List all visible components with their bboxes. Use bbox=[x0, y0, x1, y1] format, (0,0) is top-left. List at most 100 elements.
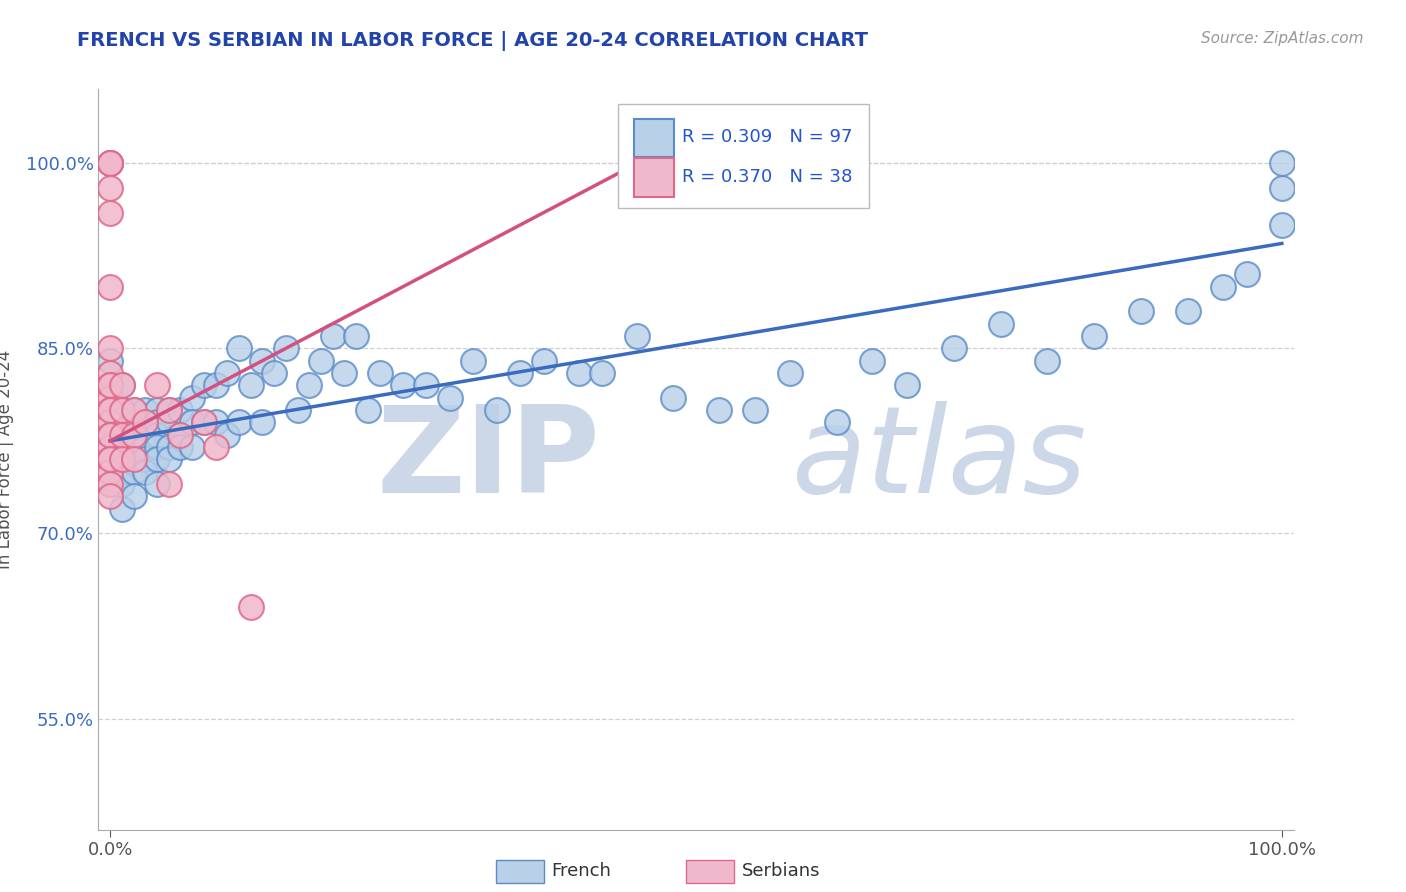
Point bbox=[122, 427, 145, 442]
Point bbox=[134, 427, 156, 442]
Point bbox=[98, 490, 121, 504]
Point bbox=[111, 403, 134, 417]
Point bbox=[98, 452, 121, 467]
Point bbox=[344, 329, 367, 343]
Point bbox=[122, 416, 145, 430]
FancyBboxPatch shape bbox=[634, 119, 675, 157]
Point bbox=[1036, 353, 1059, 368]
Point bbox=[98, 427, 121, 442]
Point bbox=[1271, 181, 1294, 195]
Point bbox=[98, 156, 121, 170]
Point bbox=[415, 378, 437, 392]
Point bbox=[111, 465, 134, 479]
Text: ZIP: ZIP bbox=[377, 401, 600, 518]
Point bbox=[204, 440, 226, 454]
Point bbox=[228, 342, 250, 356]
Point bbox=[309, 353, 332, 368]
Point bbox=[98, 279, 121, 293]
Point bbox=[98, 452, 121, 467]
Point bbox=[333, 366, 356, 380]
Point bbox=[744, 403, 766, 417]
FancyBboxPatch shape bbox=[619, 104, 869, 208]
Text: R = 0.370   N = 38: R = 0.370 N = 38 bbox=[682, 169, 852, 186]
Point bbox=[485, 403, 508, 417]
Point bbox=[111, 501, 134, 516]
Point bbox=[98, 156, 121, 170]
Point bbox=[157, 477, 180, 491]
Point bbox=[146, 416, 169, 430]
Point bbox=[239, 600, 262, 615]
Point bbox=[134, 452, 156, 467]
Point bbox=[322, 329, 344, 343]
Point bbox=[181, 440, 204, 454]
Point bbox=[661, 391, 683, 405]
Point bbox=[568, 366, 591, 380]
Point bbox=[217, 427, 239, 442]
Point bbox=[122, 490, 145, 504]
Point bbox=[181, 391, 204, 405]
Point bbox=[509, 366, 531, 380]
Point bbox=[252, 353, 274, 368]
Point bbox=[1212, 279, 1234, 293]
Point bbox=[134, 465, 156, 479]
Point bbox=[134, 403, 156, 417]
Point bbox=[111, 452, 134, 467]
Point bbox=[98, 427, 121, 442]
Point bbox=[98, 353, 121, 368]
Point bbox=[98, 427, 121, 442]
Point bbox=[1236, 268, 1258, 282]
Text: FRENCH VS SERBIAN IN LABOR FORCE | AGE 20-24 CORRELATION CHART: FRENCH VS SERBIAN IN LABOR FORCE | AGE 2… bbox=[77, 31, 869, 51]
Point bbox=[825, 416, 848, 430]
Point bbox=[122, 452, 145, 467]
Point bbox=[98, 366, 121, 380]
Point bbox=[98, 378, 121, 392]
Point bbox=[98, 465, 121, 479]
Point bbox=[98, 403, 121, 417]
Point bbox=[439, 391, 461, 405]
Point bbox=[98, 378, 121, 392]
Point bbox=[392, 378, 415, 392]
Point bbox=[1130, 304, 1153, 318]
Point bbox=[228, 416, 250, 430]
Point bbox=[111, 477, 134, 491]
Point bbox=[709, 403, 731, 417]
Point bbox=[169, 427, 191, 442]
Point bbox=[111, 427, 134, 442]
Point bbox=[146, 403, 169, 417]
Point bbox=[193, 416, 215, 430]
Point bbox=[111, 452, 134, 467]
Text: Serbians: Serbians bbox=[742, 863, 821, 880]
Point bbox=[287, 403, 309, 417]
Point bbox=[860, 353, 883, 368]
Point bbox=[98, 440, 121, 454]
Point bbox=[122, 427, 145, 442]
Point bbox=[169, 440, 191, 454]
Point bbox=[1083, 329, 1105, 343]
Point bbox=[134, 416, 156, 430]
Point bbox=[896, 378, 918, 392]
Point bbox=[157, 440, 180, 454]
Text: R = 0.309   N = 97: R = 0.309 N = 97 bbox=[682, 128, 852, 146]
Point bbox=[98, 205, 121, 219]
Point bbox=[298, 378, 321, 392]
Point bbox=[181, 416, 204, 430]
Point bbox=[134, 440, 156, 454]
Point bbox=[98, 477, 121, 491]
Point bbox=[169, 427, 191, 442]
Point bbox=[146, 440, 169, 454]
Point bbox=[98, 416, 121, 430]
Point bbox=[98, 403, 121, 417]
Point bbox=[98, 391, 121, 405]
Point bbox=[157, 403, 180, 417]
Point bbox=[252, 416, 274, 430]
Point bbox=[157, 403, 180, 417]
Point bbox=[122, 465, 145, 479]
Point bbox=[204, 416, 226, 430]
Point bbox=[990, 317, 1012, 331]
Point bbox=[533, 353, 555, 368]
Point bbox=[146, 452, 169, 467]
Point bbox=[122, 452, 145, 467]
Point bbox=[122, 440, 145, 454]
Point bbox=[157, 452, 180, 467]
Point bbox=[111, 403, 134, 417]
